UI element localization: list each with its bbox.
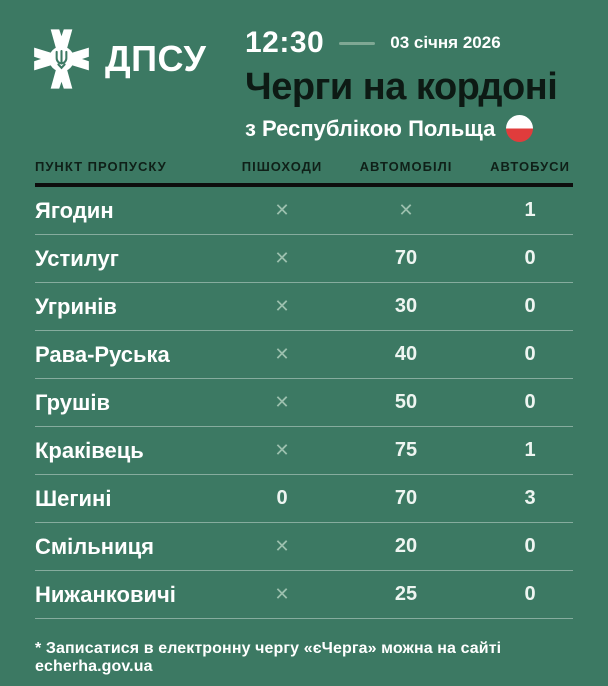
column-header-pedestrians: Пішоходи <box>241 159 323 174</box>
buses-cell: 3 <box>524 487 536 509</box>
crossing-name-cell: Устилуг <box>35 245 119 271</box>
footer: * Записатися в електронну чергу «єЧерга»… <box>35 640 573 676</box>
header: ДПСУ 12:30 03 січня 2026 Черги на кордон… <box>0 0 608 142</box>
buses-cell: 1 <box>524 199 536 221</box>
column-header-crossing: Пункт пропуску <box>35 159 167 174</box>
date-value: 03 січня 2026 <box>390 33 501 52</box>
table-row: Краківець ✕ 75 1 <box>35 427 573 475</box>
cars-cell: 20 <box>394 535 418 557</box>
table-row: Угринів ✕ 30 0 <box>35 283 573 331</box>
crossing-name-cell: Угринів <box>35 293 117 319</box>
time-row: 12:30 03 січня 2026 <box>245 26 575 60</box>
table-row: Нижанковичі ✕ 25 0 <box>35 571 573 619</box>
table-row: Смільниця ✕ 20 0 <box>35 523 573 571</box>
dpsu-emblem-icon <box>34 29 89 89</box>
pedestrians-cell: ✕ <box>274 200 290 220</box>
subtitle-text: з Республікою Польща <box>245 115 496 141</box>
table-header-row: Пункт пропуску Пішоходи Автомобілі Автоб… <box>35 159 573 174</box>
header-main: 12:30 03 січня 2026 Черги на кордоні з Р… <box>245 26 575 142</box>
cars-cell: ✕ <box>398 200 414 220</box>
table-row: Рава-Руська ✕ 40 0 <box>35 331 573 379</box>
page-title: Черги на кордоні <box>245 66 558 108</box>
buses-cell: 1 <box>524 439 536 461</box>
table-row: Ягодин ✕ ✕ 1 <box>35 187 573 235</box>
pedestrians-cell: ✕ <box>274 440 290 460</box>
crossing-name-cell: Ягодин <box>35 197 114 223</box>
echerha-footnote: * Записатися в електронну чергу «єЧерга»… <box>35 640 502 675</box>
buses-cell: 0 <box>524 343 536 365</box>
pedestrians-cell: ✕ <box>274 392 290 412</box>
table-row: Грушів ✕ 50 0 <box>35 379 573 427</box>
logo-group: ДПСУ <box>33 26 245 142</box>
cars-cell: 30 <box>394 295 418 317</box>
buses-cell: 0 <box>524 583 536 605</box>
table-row: Шегині 0 70 3 <box>35 475 573 523</box>
pedestrians-cell: ✕ <box>274 248 290 268</box>
crossing-name-cell: Нижанковичі <box>35 581 176 607</box>
crossing-name-cell: Шегині <box>35 485 112 511</box>
table-row: Устилуг ✕ 70 0 <box>35 235 573 283</box>
cars-cell: 70 <box>394 247 418 269</box>
buses-cell: 0 <box>524 535 536 557</box>
time-value: 12:30 <box>245 26 325 59</box>
cars-cell: 40 <box>394 343 418 365</box>
column-header-buses: Автобуси <box>490 159 570 174</box>
crossing-name-cell: Рава-Руська <box>35 341 170 367</box>
buses-cell: 0 <box>524 247 536 269</box>
cars-cell: 70 <box>394 487 418 509</box>
pedestrians-cell: ✕ <box>274 584 290 604</box>
logo-text: ДПСУ <box>105 38 207 79</box>
cars-cell: 25 <box>394 583 418 605</box>
poland-flag-icon <box>506 115 534 142</box>
cars-cell: 75 <box>394 439 418 461</box>
cars-cell: 50 <box>394 391 418 413</box>
crossing-name-cell: Краківець <box>35 437 144 463</box>
pedestrians-cell: 0 <box>276 487 288 509</box>
column-header-cars: Автомобілі <box>359 159 453 174</box>
crossing-name-cell: Смільниця <box>35 533 154 559</box>
pedestrians-cell: ✕ <box>274 344 290 364</box>
queues-table: Пункт пропуску Пішоходи Автомобілі Автоб… <box>35 159 573 619</box>
pedestrians-cell: ✕ <box>274 536 290 556</box>
subtitle-row: з Республікою Польща <box>245 115 575 142</box>
buses-cell: 0 <box>524 295 536 317</box>
dash-divider <box>339 41 376 45</box>
buses-cell: 0 <box>524 391 536 413</box>
pedestrians-cell: ✕ <box>274 296 290 316</box>
header-rule <box>35 183 573 187</box>
crossing-name-cell: Грушів <box>35 389 110 415</box>
